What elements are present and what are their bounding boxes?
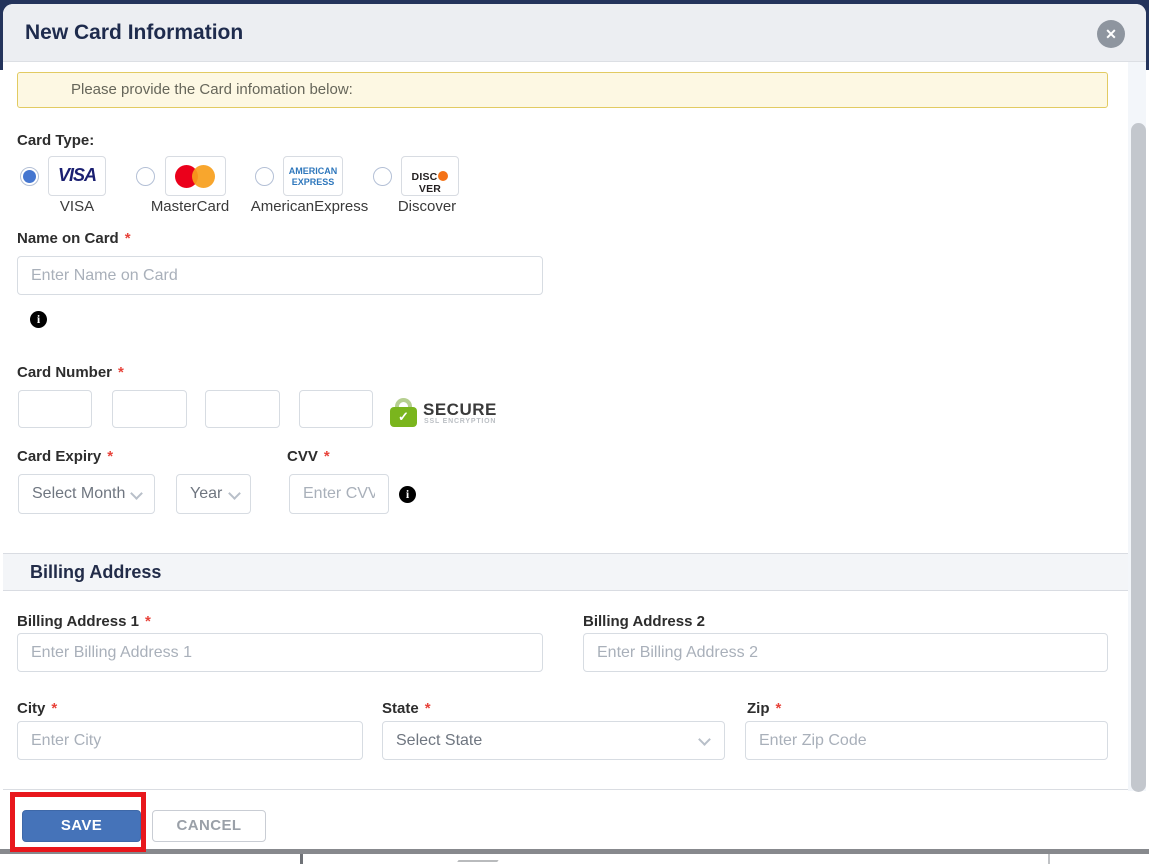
- state-select[interactable]: Select State: [382, 721, 725, 760]
- expiry-year-select[interactable]: Year: [176, 474, 251, 514]
- chevron-down-icon: [130, 487, 143, 500]
- zip-label: Zip *: [747, 700, 782, 717]
- new-card-dialog: New Card Information ✕ Please provide th…: [3, 4, 1146, 848]
- card-number-label: Card Number *: [17, 364, 124, 381]
- page-bottom-edge: [0, 849, 1149, 854]
- radio-amex[interactable]: [255, 167, 274, 186]
- card-type-option-label: AmericanExpress: [250, 198, 369, 215]
- card-type-option-label: VISA: [59, 198, 95, 215]
- secure-ssl-badge: ✓ SECURE SSL ENCRYPTION: [390, 398, 500, 432]
- secure-badge-title: SECURE: [423, 400, 497, 419]
- mastercard-logo[interactable]: [165, 156, 226, 196]
- required-marker: *: [107, 448, 114, 465]
- card-number-part3-input[interactable]: [205, 390, 280, 428]
- state-value: Select State: [396, 732, 483, 749]
- billing-address2-label: Billing Address 2: [583, 613, 705, 630]
- card-type-label: Card Type:: [17, 132, 95, 149]
- expiry-month-value: Select Month: [32, 485, 126, 502]
- expiry-year-value: Year: [190, 485, 223, 502]
- billing-address1-label: Billing Address 1 *: [17, 613, 151, 630]
- background-artifact: [457, 854, 503, 862]
- cvv-label: CVV *: [287, 448, 330, 465]
- state-label: State *: [382, 700, 431, 717]
- required-marker: *: [424, 700, 431, 717]
- info-alert: Please provide the Card infomation below…: [17, 72, 1108, 108]
- amex-logo-text: EXPRESS: [291, 177, 335, 187]
- cvv-info-icon[interactable]: i: [399, 486, 416, 503]
- card-number-part1-input[interactable]: [18, 390, 92, 428]
- required-marker: *: [51, 700, 58, 717]
- card-number-part4-input[interactable]: [299, 390, 373, 428]
- card-number-part2-input[interactable]: [112, 390, 187, 428]
- card-type-option-label: MasterCard: [150, 198, 230, 215]
- zip-input[interactable]: [745, 721, 1108, 760]
- billing-address1-input[interactable]: [17, 633, 543, 672]
- cvv-input[interactable]: [289, 474, 389, 514]
- footer-divider: [3, 789, 1146, 790]
- discover-logo[interactable]: DISCVER: [401, 156, 459, 196]
- dialog-title: New Card Information: [25, 21, 244, 44]
- city-input[interactable]: [17, 721, 363, 760]
- save-button[interactable]: SAVE: [22, 810, 141, 842]
- billing-address-section-title: Billing Address: [30, 562, 162, 582]
- required-marker: *: [118, 364, 124, 381]
- amex-logo-text: AMERICAN: [288, 166, 338, 176]
- required-marker: *: [775, 700, 782, 717]
- card-expiry-label: Card Expiry *: [17, 448, 114, 465]
- secure-badge-subtitle: SSL ENCRYPTION: [424, 418, 497, 425]
- dialog-header: New Card Information ✕: [3, 4, 1146, 62]
- billing-address-section-bar: Billing Address: [3, 553, 1146, 591]
- close-icon[interactable]: ✕: [1097, 20, 1125, 48]
- billing-address2-input[interactable]: [583, 633, 1108, 672]
- name-info-icon[interactable]: i: [30, 311, 47, 328]
- background-artifact: [1048, 854, 1050, 864]
- radio-visa[interactable]: [20, 167, 39, 186]
- mastercard-orange-circle: [192, 165, 215, 188]
- scrollbar-thumb[interactable]: [1131, 123, 1146, 792]
- padlock-icon: [395, 398, 412, 411]
- chevron-down-icon: [228, 487, 241, 500]
- name-on-card-label: Name on Card *: [17, 230, 131, 247]
- discover-o-circle: [437, 171, 448, 181]
- name-on-card-input[interactable]: [17, 256, 543, 295]
- radio-mastercard[interactable]: [136, 167, 155, 186]
- chevron-down-icon: [698, 733, 711, 746]
- discover-logo-text: DISCVER: [402, 171, 458, 195]
- amex-logo[interactable]: AMERICAN EXPRESS: [283, 156, 343, 196]
- padlock-check-icon: ✓: [390, 407, 417, 427]
- required-marker: *: [144, 613, 151, 630]
- expiry-month-select[interactable]: Select Month: [18, 474, 155, 514]
- visa-logo[interactable]: VISA: [48, 156, 106, 196]
- required-marker: *: [323, 448, 330, 465]
- background-artifact: [300, 854, 303, 864]
- card-type-option-label: Discover: [397, 198, 457, 215]
- visa-logo-text: VISA: [57, 165, 97, 185]
- city-label: City *: [17, 700, 58, 717]
- radio-discover[interactable]: [373, 167, 392, 186]
- cancel-button[interactable]: CANCEL: [152, 810, 266, 842]
- required-marker: *: [124, 230, 131, 247]
